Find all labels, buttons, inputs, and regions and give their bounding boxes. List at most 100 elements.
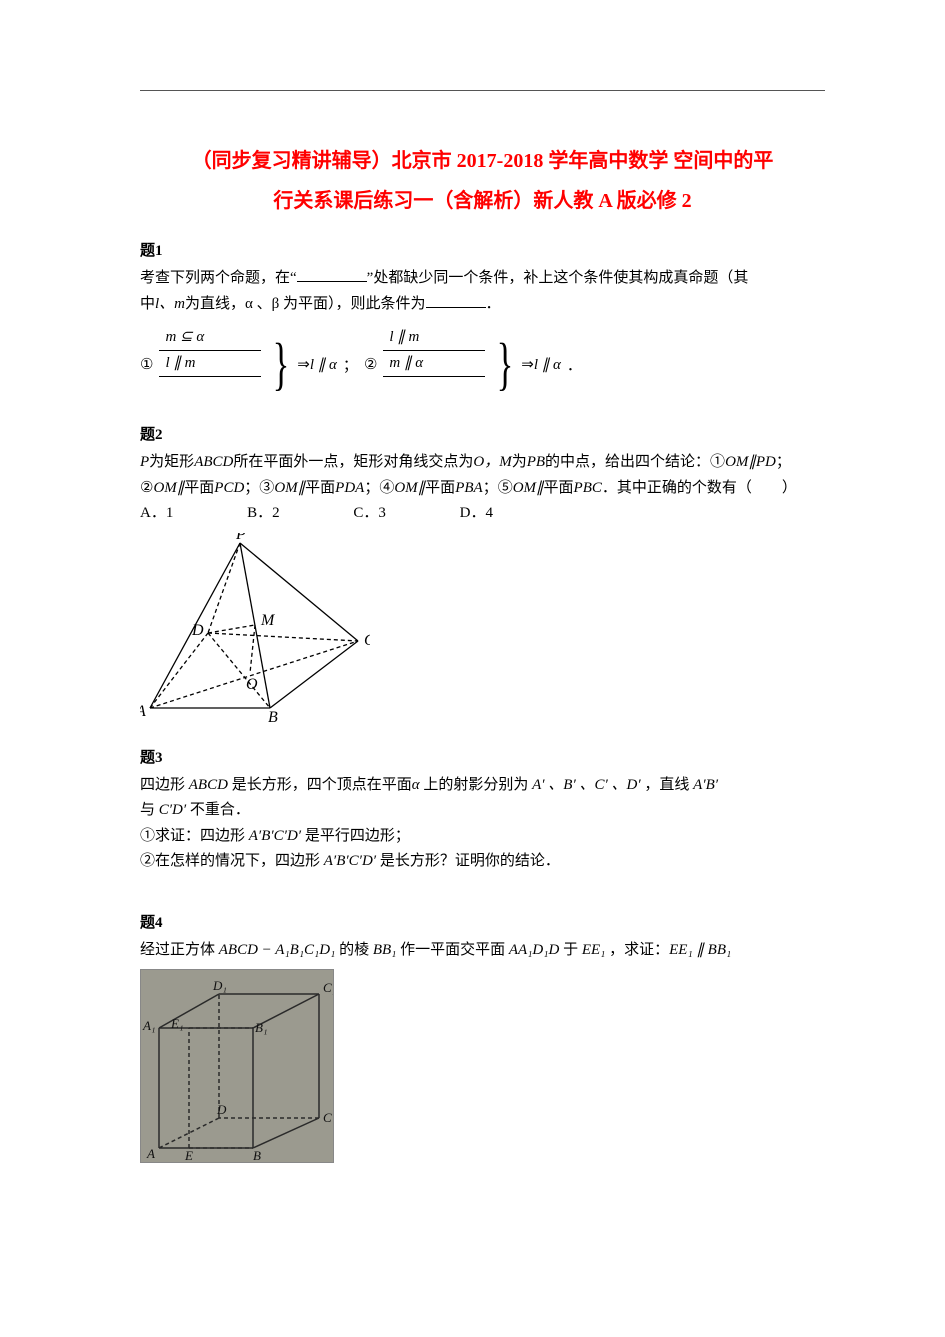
q2-options: A．1 B．2 C．3 D．4: [140, 501, 825, 527]
q2-j: ；: [776, 454, 791, 470]
q4-l1g: 于: [559, 942, 582, 958]
q2-f: 为: [512, 454, 527, 470]
q2-l2f: OM∥: [274, 480, 305, 496]
q3-l1c: 是长方形，四个顶点在平面: [228, 777, 412, 793]
q4-l1j: EE₁ ∥ BB₁: [669, 942, 731, 958]
q3-l4c: 是长方形？证明你的结论．: [376, 853, 560, 869]
q4-body: 经过正方体 ABCD − A₁B₁C₁D₁ 的棱 BB₁ 作一平面交平面 AA₁…: [140, 938, 825, 964]
svg-text:A: A: [146, 1146, 155, 1161]
q1-intro-a: 考查下列两个命题，在“: [140, 270, 297, 286]
svg-text:M: M: [260, 612, 276, 629]
doc-title: （同步复习精讲辅导）北京市 2017-2018 学年高中数学 空间中的平 行关系…: [140, 141, 825, 221]
q1-cond2-lines: l ∥ m m ∥ α: [383, 325, 489, 403]
q1-body: 考查下列两个命题，在“”处都缺少同一个条件，补上这个条件使其构成真命题（其 中l…: [140, 266, 825, 317]
q4-heading: 题4: [140, 911, 825, 932]
q4-figure: ABCDA₁B₁C₁D₁EE₁: [140, 969, 825, 1163]
q2-l2q: ．其中正确的个数有（ ）: [602, 480, 797, 496]
q2-l2o: 平面: [544, 480, 574, 496]
q4-l1e: 作一平面交平面: [396, 942, 509, 958]
q4-l1d: BB₁: [373, 942, 397, 958]
q1-c2-blank: [383, 377, 485, 403]
q2-optC: C．3: [353, 501, 386, 527]
q3-l4b: A′B′C′D′: [324, 853, 376, 869]
q1-cond1: m ⊆ α l ∥ m } ⇒ l ∥ α: [159, 325, 336, 403]
q1-intro-d: 为直线，α 、β 为平面），则此条件为: [185, 296, 426, 312]
q1-imp2a: ⇒: [521, 355, 534, 374]
q2-l2k: 平面: [425, 480, 455, 496]
q1-imp1a: ⇒: [297, 355, 310, 374]
svg-text:C: C: [323, 1110, 332, 1125]
q2-figure: PABCDMO: [140, 533, 825, 728]
q2-l2e: ；③: [244, 480, 274, 496]
q2-l2j: OM∥: [394, 480, 425, 496]
q3-l3b: A′B′C′D′: [249, 828, 301, 844]
svg-text:D₁: D₁: [212, 978, 227, 993]
q2-optD: D．4: [460, 501, 493, 527]
q1-intro-b: ”处都缺少同一个条件，补上这个条件使其构成真命题（其: [367, 270, 749, 286]
q1-conditions: ① m ⊆ α l ∥ m } ⇒ l ∥ α ； ② l ∥ m m ∥ α …: [140, 325, 825, 403]
q3-l2c: 不重合．: [186, 802, 250, 818]
q2-l2c: 平面: [184, 480, 214, 496]
q3-l3a: ①求证：四边形: [140, 828, 249, 844]
q2-l2a: ②: [140, 480, 153, 496]
svg-text:E: E: [184, 1148, 193, 1162]
q1-vars: l、m: [155, 296, 185, 312]
q3-l1g: ，直线: [641, 777, 694, 793]
q2-e: O，M: [473, 454, 511, 470]
q1-c1-blank: [159, 377, 261, 403]
q1-circ1: ①: [140, 355, 153, 374]
q2-l2l: PBA: [455, 480, 483, 496]
svg-text:P: P: [235, 533, 246, 543]
q3-l1h: A′B′: [693, 777, 718, 793]
q2-optB: B．2: [247, 501, 280, 527]
q2-heading: 题2: [140, 423, 825, 444]
svg-text:A₁: A₁: [142, 1018, 155, 1033]
q2-optA: A．1: [140, 501, 173, 527]
q2-c: ABCD: [194, 454, 233, 470]
svg-text:D: D: [191, 622, 204, 639]
q3-l1f: A′ 、B′ 、C′ 、D′: [532, 777, 641, 793]
q2-l2h: PDA: [335, 480, 364, 496]
q2-d: 所在平面外一点，矩形对角线交点为: [233, 454, 473, 470]
q2-l2g: 平面: [305, 480, 335, 496]
q2-a: P: [140, 454, 149, 470]
q2-b: 为矩形: [149, 454, 194, 470]
brace-1: }: [273, 335, 290, 393]
brace-2: }: [497, 335, 514, 393]
q1-end: ．: [567, 354, 582, 375]
q3-l1a: 四边形: [140, 777, 189, 793]
q2-l2b: OM∥: [153, 480, 184, 496]
q4-l1c: 的棱: [335, 942, 373, 958]
q3-l2a: 与: [140, 802, 159, 818]
q1-blank-1: [297, 266, 367, 282]
svg-text:B: B: [253, 1148, 261, 1162]
svg-text:A: A: [140, 703, 146, 720]
q4-l1a: 经过正方体: [140, 942, 219, 958]
q1-intro-e: ．: [486, 296, 501, 312]
q1-c2-l2: m ∥ α: [383, 351, 485, 377]
svg-text:E₁: E₁: [170, 1016, 183, 1031]
q1-blank-2: [426, 292, 486, 308]
title-line-1: （同步复习精讲辅导）北京市 2017-2018 学年高中数学 空间中的平: [140, 141, 825, 181]
q4-cube-container: ABCDA₁B₁C₁D₁EE₁: [140, 969, 334, 1163]
title-line-2: 行关系课后练习一（含解析）新人教 A 版必修 2: [140, 181, 825, 221]
svg-text:D: D: [216, 1102, 227, 1117]
q1-circ2: ②: [364, 355, 377, 374]
q3-l1b: ABCD: [189, 777, 228, 793]
q3-body: 四边形 ABCD 是长方形，四个顶点在平面α 上的射影分别为 A′ 、B′ 、C…: [140, 773, 825, 875]
q2-l2p: PBC: [574, 480, 602, 496]
svg-text:B: B: [268, 709, 278, 723]
q2-i: OM∥PD: [725, 454, 776, 470]
q2-body: P为矩形ABCD所在平面外一点，矩形对角线交点为O，M为PB的中点，给出四个结论…: [140, 450, 825, 501]
q2-l2n: OM∥: [513, 480, 544, 496]
q3-l4a: ②在怎样的情况下，四边形: [140, 853, 324, 869]
q4-cube-svg: ABCDA₁B₁C₁D₁EE₁: [141, 970, 333, 1162]
q1-imp1b: l ∥ α: [310, 355, 337, 374]
q4-l1f: AA₁D₁D: [509, 942, 559, 958]
q3-l2b: C′D′: [159, 802, 186, 818]
q4-l1i: ，求证：: [605, 942, 669, 958]
q2-l2d: PCD: [214, 480, 244, 496]
q3-l3c: 是平行四边形；: [301, 828, 410, 844]
q3-heading: 题3: [140, 746, 825, 767]
q1-imp2b: l ∥ α: [534, 355, 561, 374]
